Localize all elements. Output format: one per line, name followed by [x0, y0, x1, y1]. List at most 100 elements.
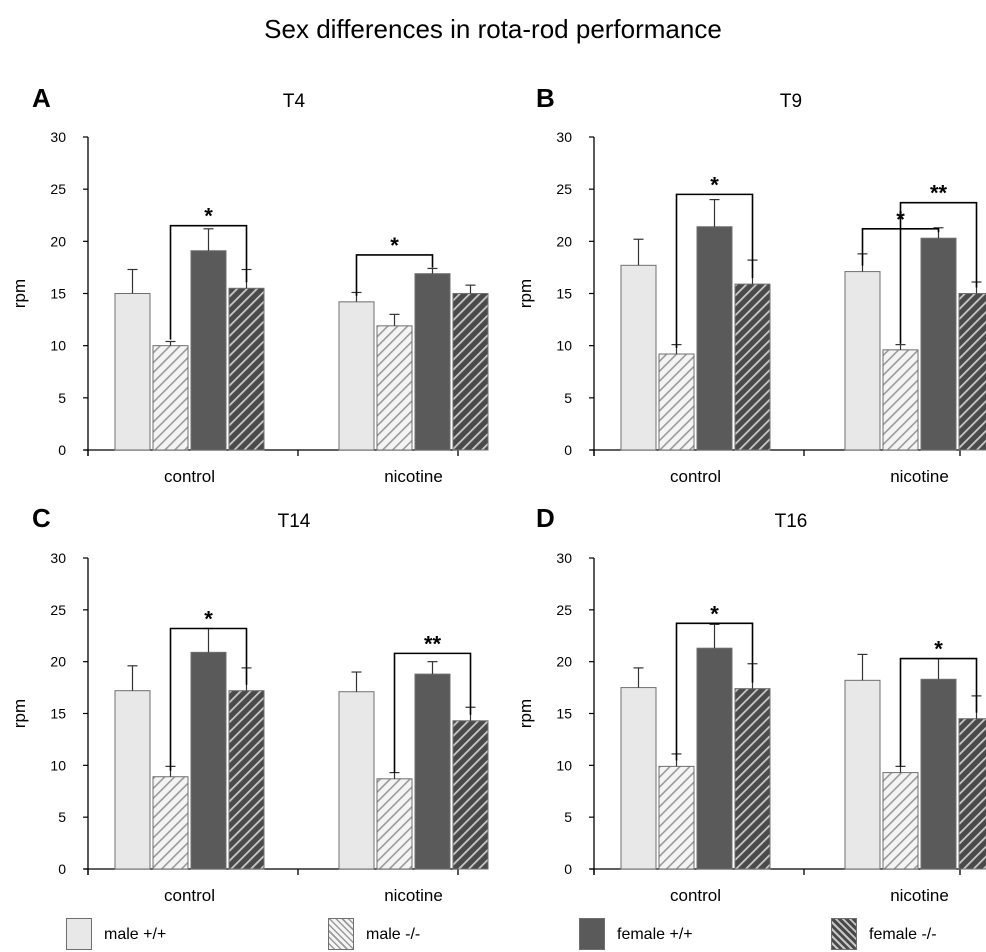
y-tick-label: 5: [564, 809, 572, 825]
y-tick-label: 25: [50, 181, 66, 197]
significance-bracket: [675, 193, 754, 349]
x-tick-label: nicotine: [384, 886, 443, 905]
y-axis-label: rpm: [516, 699, 535, 728]
significance-label: *: [204, 606, 213, 631]
bar-male-wt-nicotine: [844, 679, 881, 870]
legend-swatch-female-wt: [579, 918, 605, 950]
legend: male +/+ male -/- female +/+ female -/-: [0, 918, 986, 952]
bar-female-wt-control: [696, 647, 733, 870]
bar-female-ko-nicotine: [958, 293, 986, 451]
y-axis-label: rpm: [10, 279, 29, 308]
panel-a: A T4 rpm 0 5 10 15 20 25 30 control nicotine * *: [10, 83, 489, 486]
bar-female-wt-nicotine: [414, 273, 451, 451]
significance-bracket: [355, 254, 434, 296]
significance-label: *: [710, 601, 719, 626]
y-tick-label: 20: [556, 654, 572, 670]
bar-male-ko-control: [152, 345, 189, 451]
bar-male-wt-nicotine: [844, 271, 881, 451]
significance-label: *: [934, 637, 943, 662]
x-tick-label: nicotine: [890, 886, 949, 905]
y-axis-label: rpm: [10, 699, 29, 728]
bar-female-wt-control: [190, 651, 227, 870]
y-tick-label: 20: [50, 654, 66, 670]
bar-male-ko-control: [152, 776, 189, 870]
significance-bracket: [169, 627, 248, 771]
y-tick-label: 10: [50, 757, 66, 773]
panel-letter: C: [32, 503, 51, 533]
y-tick-label: 30: [556, 129, 572, 145]
panel-d: D T16 rpm 0 5 10 15 20 25 30 control nicotine * *: [516, 503, 986, 905]
y-tick-label: 15: [556, 706, 572, 722]
y-tick-label: 25: [556, 602, 572, 618]
bar-male-ko-control: [658, 353, 695, 451]
x-tick-label: control: [670, 886, 721, 905]
bar-female-ko-control: [734, 688, 771, 870]
y-tick-label: 5: [58, 809, 66, 825]
significance-label: *: [710, 172, 719, 197]
bar-male-ko-nicotine: [376, 325, 413, 451]
y-tick-label: 0: [564, 442, 572, 458]
y-tick-label: 15: [50, 706, 66, 722]
legend-swatch-female-ko: [831, 918, 857, 950]
bar-female-ko-control: [228, 287, 265, 451]
significance-bracket: [899, 201, 978, 344]
bar-male-ko-nicotine: [882, 772, 919, 870]
y-tick-label: 10: [556, 338, 572, 354]
y-tick-label: 0: [58, 861, 66, 877]
x-tick-label: control: [670, 467, 721, 486]
bar-male-ko-control: [658, 765, 695, 870]
y-tick-label: 10: [50, 338, 66, 354]
legend-label-female-wt: female +/+: [617, 926, 693, 943]
y-tick-label: 10: [556, 757, 572, 773]
significance-label: *: [390, 233, 399, 258]
bar-male-ko-nicotine: [882, 349, 919, 451]
bar-female-ko-control: [228, 690, 265, 870]
bar-female-wt-nicotine: [920, 678, 957, 870]
y-tick-label: 20: [50, 233, 66, 249]
bar-male-ko-nicotine: [376, 778, 413, 870]
legend-label-male-wt: male +/+: [104, 926, 167, 943]
significance-bracket: [675, 622, 754, 761]
y-tick-label: 15: [556, 286, 572, 302]
y-tick-label: 20: [556, 233, 572, 249]
y-tick-label: 15: [50, 286, 66, 302]
bar-female-ko-nicotine: [452, 720, 489, 870]
bar-male-wt-control: [620, 687, 657, 870]
y-tick-label: 30: [50, 550, 66, 566]
bar-male-wt-control: [114, 690, 151, 870]
legend-swatch-male-wt: [66, 918, 92, 950]
significance-label: **: [930, 181, 948, 206]
panel-title: T14: [278, 511, 311, 532]
x-tick-label: control: [164, 467, 215, 486]
panel-title: T9: [780, 91, 802, 112]
significance-label: *: [204, 204, 213, 229]
significance-bracket: [899, 657, 978, 767]
x-tick-label: nicotine: [890, 467, 949, 486]
panel-letter: B: [536, 83, 555, 113]
bar-female-ko-control: [734, 283, 771, 451]
y-tick-label: 30: [556, 550, 572, 566]
legend-label-female-ko: female -/-: [869, 926, 937, 943]
bar-male-wt-nicotine: [338, 301, 375, 451]
significance-bracket: [393, 652, 472, 773]
significance-label: **: [424, 631, 442, 656]
y-tick-label: 5: [564, 390, 572, 406]
bar-female-wt-control: [696, 226, 733, 451]
significance-bracket: [169, 224, 248, 340]
x-tick-label: nicotine: [384, 467, 443, 486]
bar-female-wt-nicotine: [920, 237, 957, 451]
y-tick-label: 0: [564, 861, 572, 877]
bar-male-wt-nicotine: [338, 691, 375, 870]
bar-male-wt-control: [114, 293, 151, 451]
panel-title: T4: [283, 91, 306, 112]
y-tick-label: 0: [58, 442, 66, 458]
figure-title: Sex differences in rota-rod performance: [264, 14, 722, 44]
legend-label-male-ko: male -/-: [366, 926, 421, 943]
panel-title: T16: [775, 511, 808, 532]
y-tick-label: 25: [556, 181, 572, 197]
bar-female-ko-nicotine: [958, 718, 986, 870]
y-tick-label: 30: [50, 129, 66, 145]
